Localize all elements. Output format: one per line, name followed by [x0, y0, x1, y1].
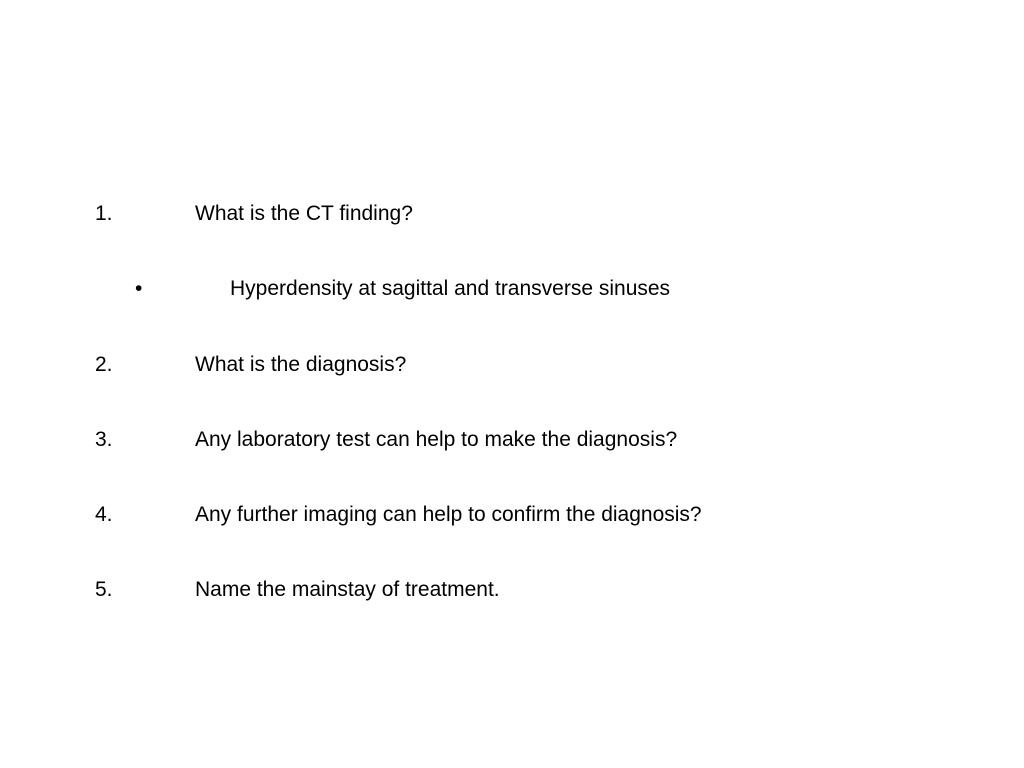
sub-list-item: • Hyperdensity at sagittal and transvers…: [95, 275, 964, 302]
item-text: What is the diagnosis?: [195, 351, 964, 378]
bullet-icon: •: [135, 275, 230, 302]
list-item: 5. Name the mainstay of treatment.: [95, 576, 964, 603]
item-marker: 5.: [95, 576, 195, 603]
item-marker: 2.: [95, 351, 195, 378]
slide-content: 1. What is the CT finding? • Hyperdensit…: [0, 0, 1024, 768]
item-text: Any further imaging can help to confirm …: [195, 501, 964, 528]
item-text: Hyperdensity at sagittal and transverse …: [230, 275, 964, 302]
list-item: 2. What is the diagnosis?: [95, 351, 964, 378]
item-text: Any laboratory test can help to make the…: [195, 426, 964, 453]
list-item: 1. What is the CT finding?: [95, 200, 964, 227]
list-item: 4. Any further imaging can help to confi…: [95, 501, 964, 528]
item-text: What is the CT finding?: [195, 200, 964, 227]
item-marker: 1.: [95, 200, 195, 227]
item-text: Name the mainstay of treatment.: [195, 576, 964, 603]
item-marker: 3.: [95, 426, 195, 453]
item-marker: 4.: [95, 501, 195, 528]
list-item: 3. Any laboratory test can help to make …: [95, 426, 964, 453]
